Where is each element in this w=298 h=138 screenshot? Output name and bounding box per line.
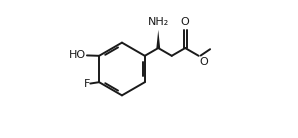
Text: F: F — [83, 79, 90, 89]
Polygon shape — [156, 30, 160, 48]
Text: NH₂: NH₂ — [148, 17, 169, 27]
Text: O: O — [199, 57, 208, 67]
Text: HO: HO — [69, 50, 86, 60]
Text: O: O — [181, 17, 190, 27]
